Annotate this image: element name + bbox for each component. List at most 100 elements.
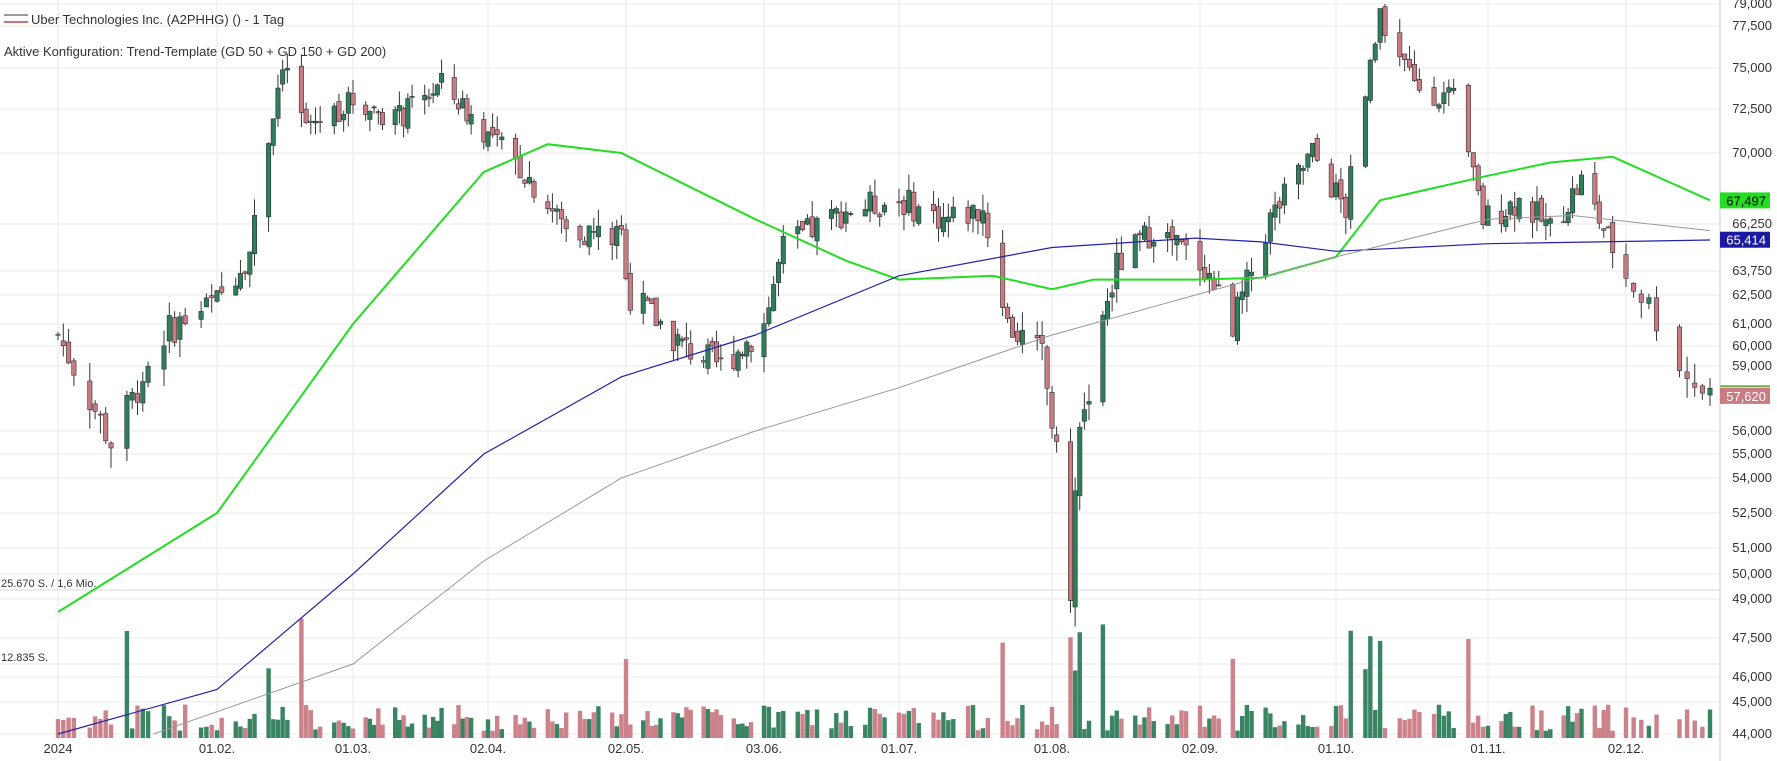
candle-body — [1507, 201, 1513, 215]
volume-bar — [814, 709, 820, 738]
candle-body — [1100, 314, 1106, 403]
volume-bar — [1142, 717, 1147, 738]
candle-body — [298, 65, 304, 113]
candle-body — [653, 297, 659, 327]
volume-bar — [367, 718, 373, 738]
volume-bar — [531, 727, 537, 738]
volume-bar — [397, 719, 402, 738]
candle-body — [748, 346, 754, 353]
candle-body — [1049, 392, 1055, 429]
volume-bar — [1179, 710, 1184, 738]
ma-line-gd-200 — [153, 214, 1711, 735]
candle-body — [531, 181, 537, 198]
candle-body — [780, 236, 786, 265]
candle-body — [392, 109, 398, 126]
volume-bar — [1516, 726, 1522, 738]
candle-body — [1699, 385, 1705, 394]
candle-body — [1654, 297, 1660, 332]
candle-body — [1132, 234, 1138, 269]
x-tick-label: 01.02. — [199, 741, 235, 756]
volume-bar — [380, 724, 385, 738]
volume-bar — [805, 710, 810, 738]
candle-body — [182, 315, 188, 324]
volume-bar — [941, 712, 946, 738]
volume-bar — [628, 724, 633, 738]
candle-body — [595, 225, 601, 237]
volume-bar — [285, 719, 290, 738]
candle-body — [848, 213, 854, 215]
volume-bar — [130, 728, 135, 738]
candle-body — [591, 231, 597, 233]
volume-bar — [877, 713, 882, 738]
volume-bar — [405, 726, 411, 738]
volume-bar — [1574, 713, 1580, 738]
volume-bar — [490, 730, 495, 738]
volume-bar — [550, 721, 555, 738]
volume-bar — [896, 712, 902, 738]
volume-bar — [439, 707, 444, 738]
y-tick-label: 50,000 — [1732, 566, 1772, 581]
candle-body — [350, 93, 356, 106]
candle-body — [129, 392, 135, 401]
candle-body — [563, 219, 569, 230]
volume-bar — [1235, 730, 1240, 738]
candle-body — [97, 413, 103, 416]
y-tick-label: 75,000 — [1732, 60, 1772, 75]
x-tick-label: 02.04. — [470, 741, 506, 756]
candle-body — [714, 341, 720, 363]
candle-body — [1377, 8, 1383, 43]
candle-body — [1565, 212, 1571, 223]
candle-body — [1605, 226, 1611, 229]
candle-body — [701, 360, 707, 363]
volume-bar — [499, 729, 504, 738]
y-tick-label: 62,500 — [1732, 287, 1772, 302]
volume-bar — [209, 724, 214, 738]
candle-body — [481, 119, 487, 143]
candle-body — [1543, 219, 1549, 226]
candle-body — [1183, 239, 1189, 246]
candle-body — [1367, 59, 1373, 101]
volume-bars — [55, 618, 1713, 738]
volume-bar — [280, 706, 285, 738]
y-tick-label: 55,000 — [1732, 446, 1772, 461]
volume-bar — [587, 719, 592, 738]
volume-bar — [582, 718, 587, 738]
volume-bar — [1597, 727, 1602, 738]
volume-bar — [1592, 705, 1598, 738]
candle-body — [490, 126, 496, 136]
volume-bar — [1639, 719, 1644, 738]
volume-bar — [1631, 717, 1636, 738]
volume-bar — [1402, 719, 1407, 738]
volume-bar — [1165, 724, 1170, 738]
ma-line-gd-150 — [57, 237, 1711, 735]
volume-bar — [658, 718, 663, 738]
volume-bar — [1397, 718, 1402, 738]
candle-body — [1547, 218, 1553, 224]
volume-bar — [684, 707, 689, 738]
candle-body — [1416, 79, 1422, 91]
volume-bar — [392, 707, 398, 738]
volume-bar — [452, 724, 457, 738]
volume-bar — [145, 711, 151, 738]
x-axis-ticks: 2024 01.02. 01.03. 02.04. 02.05. 03.06. 01.07.… — [44, 741, 1645, 756]
chart-title-text: Uber Technologies Inc. (A2PHHG) () - 1 T… — [31, 12, 285, 27]
volume-bar — [1146, 707, 1152, 738]
volume-bar — [1503, 713, 1509, 738]
x-tick-label: 01.07. — [881, 741, 917, 756]
candle-body — [1305, 153, 1311, 168]
volume-bar — [108, 724, 114, 738]
y-tick-label: 44,000 — [1732, 726, 1772, 741]
volume-bar — [838, 722, 844, 738]
candle-body — [1086, 401, 1092, 405]
volume-bar — [1561, 715, 1566, 738]
candle-body — [214, 290, 220, 302]
volume-bar — [464, 717, 470, 738]
volume-bar — [308, 710, 313, 738]
volume-bar — [1610, 730, 1615, 738]
volume-bar — [936, 719, 941, 738]
price-badge — [1720, 192, 1770, 209]
volume-bar — [1677, 719, 1682, 738]
y-tick-label: 61,000 — [1732, 316, 1772, 331]
volume-bar — [1579, 708, 1584, 738]
